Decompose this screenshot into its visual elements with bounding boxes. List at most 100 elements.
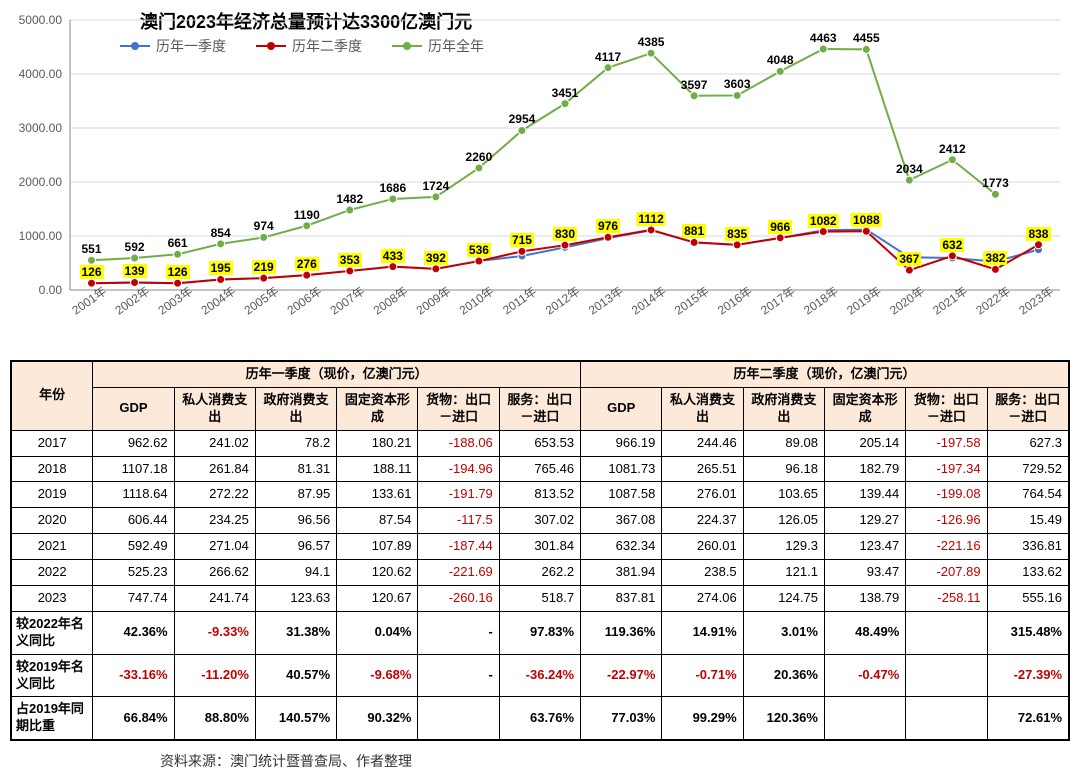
svg-text:2009年: 2009年 xyxy=(414,284,454,318)
cell-year: 2020 xyxy=(12,508,93,534)
cell: 367.08 xyxy=(581,508,662,534)
table-row: 20181107.18261.8481.31188.11-194.96765.4… xyxy=(12,456,1069,482)
cell: 129.3 xyxy=(743,534,824,560)
cell: -221.69 xyxy=(418,560,499,586)
q2-label: 219 xyxy=(252,260,276,274)
footer-cell: -22.97% xyxy=(581,654,662,697)
col-header: 固定资本形成 xyxy=(824,387,905,430)
svg-text:2013年: 2013年 xyxy=(586,284,626,318)
cell-year: 2019 xyxy=(12,482,93,508)
full-year-label: 1773 xyxy=(982,176,1009,190)
cell: -126.96 xyxy=(906,508,987,534)
q2-label: 367 xyxy=(897,252,921,266)
cell: 129.27 xyxy=(824,508,905,534)
cell: 555.16 xyxy=(987,586,1068,612)
q2-label: 1088 xyxy=(851,213,882,227)
cell: 188.11 xyxy=(337,456,418,482)
full-year-label: 661 xyxy=(168,236,188,250)
cell: -191.79 xyxy=(418,482,499,508)
svg-text:2014年: 2014年 xyxy=(629,284,669,318)
cell: 124.75 xyxy=(743,586,824,612)
cell: 133.62 xyxy=(987,560,1068,586)
col-header: GDP xyxy=(581,387,662,430)
cell: -187.44 xyxy=(418,534,499,560)
full-year-label: 551 xyxy=(82,242,102,256)
cell-year: 2018 xyxy=(12,456,93,482)
table-row: 2021592.49271.0496.57107.89-187.44301.84… xyxy=(12,534,1069,560)
q2-label: 276 xyxy=(295,257,319,271)
cell: 244.46 xyxy=(662,430,743,456)
footer-cell: 88.80% xyxy=(174,697,255,740)
col-header: 固定资本形成 xyxy=(337,387,418,430)
full-year-label: 1190 xyxy=(294,208,320,222)
table-footer-row: 占2019年同期比重66.84%88.80%140.57%90.32%63.76… xyxy=(12,697,1069,740)
cell: 765.46 xyxy=(499,456,580,482)
cell: -197.34 xyxy=(906,456,987,482)
full-year-label: 592 xyxy=(125,240,145,254)
cell: 123.47 xyxy=(824,534,905,560)
cell: -117.5 xyxy=(418,508,499,534)
footer-cell: -0.71% xyxy=(662,654,743,697)
footer-cell: 315.48% xyxy=(987,611,1068,654)
table-head: 年份 历年一季度（现价，亿澳门元） 历年二季度（现价，亿澳门元） GDP私人消费… xyxy=(12,362,1069,431)
full-year-label: 4463 xyxy=(810,31,837,45)
footer-cell: - xyxy=(418,654,499,697)
col-header: 货物：出口－进口 xyxy=(906,387,987,430)
svg-text:2015年: 2015年 xyxy=(672,284,712,318)
cell: -258.11 xyxy=(906,586,987,612)
table-body: 2017962.62241.0278.2180.21-188.06653.539… xyxy=(12,430,1069,740)
cell: 238.5 xyxy=(662,560,743,586)
cell: 307.02 xyxy=(499,508,580,534)
cell: 126.05 xyxy=(743,508,824,534)
cell: 96.57 xyxy=(255,534,336,560)
svg-text:0.00: 0.00 xyxy=(39,283,63,297)
cell: -207.89 xyxy=(906,560,987,586)
footer-cell: - xyxy=(418,611,499,654)
full-year-label: 854 xyxy=(211,226,231,240)
cell: 518.7 xyxy=(499,586,580,612)
footer-cell: -0.47% xyxy=(824,654,905,697)
footer-cell: 40.57% xyxy=(255,654,336,697)
cell: 813.52 xyxy=(499,482,580,508)
svg-text:2008年: 2008年 xyxy=(371,284,411,318)
col-header: 政府消费支出 xyxy=(743,387,824,430)
group-q2: 历年二季度（现价，亿澳门元） xyxy=(581,362,1069,388)
q2-label: 830 xyxy=(553,227,577,241)
cell: 96.18 xyxy=(743,456,824,482)
full-year-label: 4385 xyxy=(638,35,665,49)
cell: 271.04 xyxy=(174,534,255,560)
cell: 764.54 xyxy=(987,482,1068,508)
footer-cell: -36.24% xyxy=(499,654,580,697)
footer-cell: 99.29% xyxy=(662,697,743,740)
cell: 265.51 xyxy=(662,456,743,482)
footer-cell xyxy=(906,697,987,740)
cell: 81.31 xyxy=(255,456,336,482)
footer-cell xyxy=(906,654,987,697)
q2-label: 353 xyxy=(338,253,362,267)
table-row: 2023747.74241.74123.63120.67-260.16518.7… xyxy=(12,586,1069,612)
cell: 729.52 xyxy=(987,456,1068,482)
svg-text:2021年: 2021年 xyxy=(930,284,970,318)
cell-year: 2021 xyxy=(12,534,93,560)
cell: -260.16 xyxy=(418,586,499,612)
cell: 276.01 xyxy=(662,482,743,508)
cell: 121.1 xyxy=(743,560,824,586)
cell: 93.47 xyxy=(824,560,905,586)
footer-cell: 63.76% xyxy=(499,697,580,740)
cell: 87.95 xyxy=(255,482,336,508)
q2-label: 838 xyxy=(1026,227,1050,241)
footer-label: 占2019年同期比重 xyxy=(12,697,93,740)
cell: 205.14 xyxy=(824,430,905,456)
col-header: 服务：出口－进口 xyxy=(987,387,1068,430)
chart-container: 澳门2023年经济总量预计达3300亿澳门元 历年一季度 历年二季度 历年全年 … xyxy=(0,0,1080,350)
cell: 747.74 xyxy=(93,586,174,612)
col-header: 私人消费支出 xyxy=(662,387,743,430)
cell: 336.81 xyxy=(987,534,1068,560)
q2-label: 433 xyxy=(381,249,405,263)
col-header: 私人消费支出 xyxy=(174,387,255,430)
q2-label: 881 xyxy=(682,224,706,238)
footer-cell: 20.36% xyxy=(743,654,824,697)
full-year-label: 3451 xyxy=(552,86,579,100)
full-year-label: 2034 xyxy=(896,162,923,176)
cell: 96.56 xyxy=(255,508,336,534)
